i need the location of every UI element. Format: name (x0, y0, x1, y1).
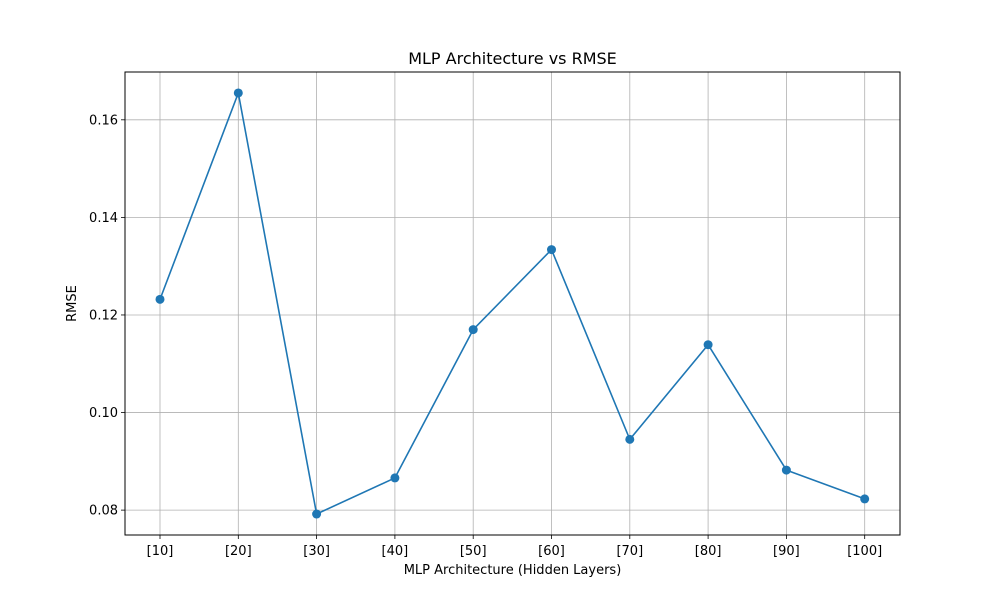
x-tick-label: [10] (147, 544, 174, 559)
x-axis-ticks: [10] [20] [30] [40] [50] [60] [70] [80] [90] [100… (147, 535, 882, 559)
data-point (625, 434, 635, 444)
data-point (860, 494, 870, 504)
series-line (159, 92, 865, 515)
data-point (781, 465, 791, 475)
x-tick-label: [80] (695, 544, 722, 559)
x-tick-label: [30] (303, 544, 330, 559)
x-tick-label: [40] (382, 544, 409, 559)
y-axis-ticks: 0.08 0.10 0.12 0.14 0.16 (89, 113, 125, 519)
data-point (468, 325, 478, 335)
x-tick-label: [90] (773, 544, 800, 559)
y-tick-label: 0.16 (89, 113, 118, 128)
series-markers (155, 88, 870, 519)
y-tick-label: 0.08 (89, 504, 118, 519)
chart-title: MLP Architecture vs RMSE (408, 49, 617, 68)
data-point (703, 340, 713, 350)
x-tick-label: [100] (847, 544, 882, 559)
x-tick-label: [70] (616, 544, 643, 559)
grid (125, 72, 900, 535)
data-point (390, 473, 400, 483)
data-point (233, 88, 243, 98)
data-point (312, 509, 322, 519)
y-tick-label: 0.12 (89, 308, 118, 323)
y-tick-label: 0.10 (89, 406, 118, 421)
x-tick-label: [20] (225, 544, 252, 559)
y-tick-label: 0.14 (89, 211, 118, 226)
data-point (155, 294, 165, 304)
axes-frame (124, 71, 901, 536)
x-tick-label: [60] (538, 544, 565, 559)
y-axis-label: RMSE (65, 285, 80, 322)
x-axis-label: MLP Architecture (Hidden Layers) (404, 563, 622, 578)
data-point (547, 245, 556, 255)
series-line-group (159, 92, 865, 515)
x-tick-label: [50] (460, 544, 487, 559)
